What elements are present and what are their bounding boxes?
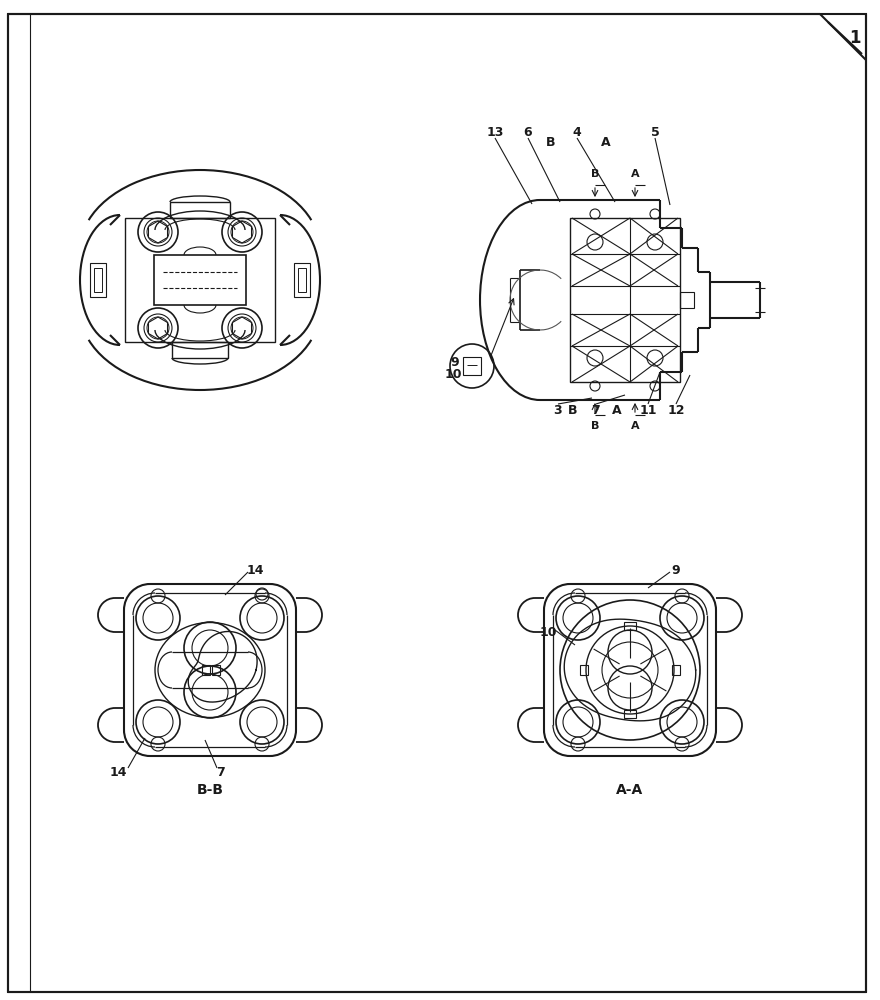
Text: 1: 1 — [849, 29, 861, 47]
Text: A: A — [601, 135, 611, 148]
Bar — [212, 665, 220, 675]
Bar — [298, 268, 306, 292]
Text: 5: 5 — [650, 125, 659, 138]
Text: B-B: B-B — [196, 783, 224, 797]
Text: 10: 10 — [539, 626, 557, 639]
Bar — [202, 665, 210, 675]
Text: A: A — [631, 169, 639, 179]
Text: A: A — [631, 421, 639, 431]
Bar — [294, 263, 310, 297]
Text: B: B — [590, 169, 599, 179]
Bar — [570, 218, 680, 382]
Text: 10: 10 — [444, 367, 462, 380]
Bar — [170, 202, 230, 218]
Text: 4: 4 — [573, 125, 582, 138]
Bar — [680, 292, 694, 308]
Text: 9: 9 — [671, 564, 680, 576]
Text: A: A — [612, 403, 622, 416]
Bar — [580, 665, 588, 675]
Text: 9: 9 — [451, 356, 459, 368]
Text: A-A: A-A — [616, 783, 643, 797]
Text: 3: 3 — [554, 403, 562, 416]
Text: 14: 14 — [109, 766, 127, 778]
Bar — [463, 357, 481, 375]
Bar — [672, 665, 680, 675]
Bar — [94, 268, 102, 292]
Bar — [125, 218, 275, 342]
Bar — [154, 255, 246, 305]
Bar — [624, 622, 636, 630]
Text: B: B — [568, 403, 578, 416]
Text: 13: 13 — [487, 125, 503, 138]
Bar — [172, 342, 228, 358]
Text: 7: 7 — [591, 403, 600, 416]
Text: 14: 14 — [246, 564, 264, 576]
Bar — [90, 263, 106, 297]
Text: 7: 7 — [216, 766, 224, 778]
Text: 11: 11 — [639, 403, 656, 416]
Text: B: B — [546, 135, 556, 148]
Text: B: B — [590, 421, 599, 431]
Text: 6: 6 — [524, 125, 532, 138]
Text: 12: 12 — [667, 403, 685, 416]
Bar — [624, 710, 636, 718]
